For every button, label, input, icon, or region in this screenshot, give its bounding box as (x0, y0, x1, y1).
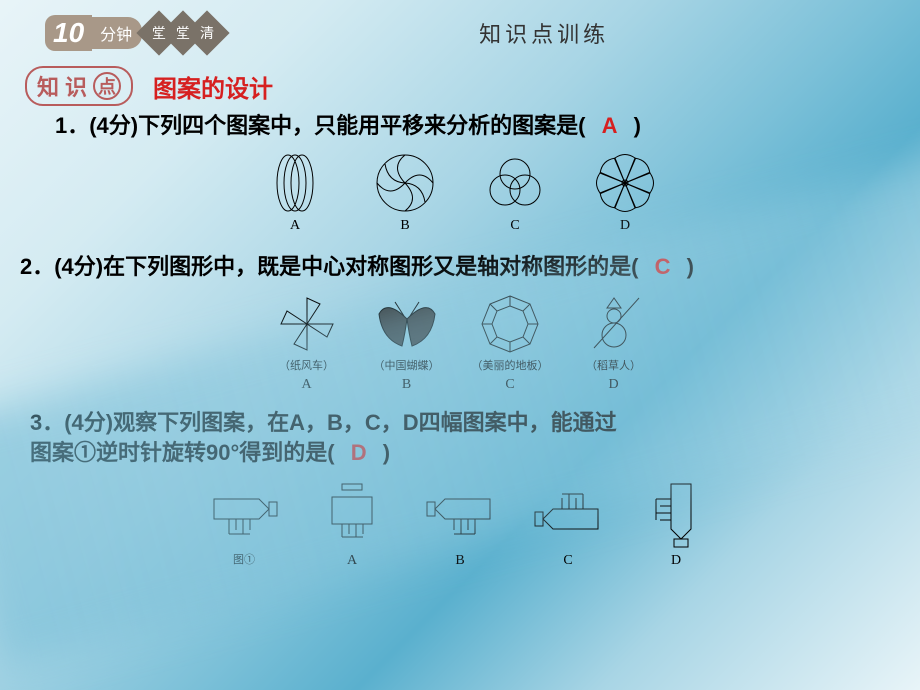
q1-svg-c (480, 152, 550, 214)
kp-char-2: 识 (65, 70, 87, 102)
q1-svg-a (260, 152, 330, 214)
q1-answer: A (592, 113, 628, 138)
q1-svg-d (590, 152, 660, 214)
q1-label-d: D (620, 218, 630, 234)
page-header: 10 分钟 堂 堂 清 知识点训练 (0, 0, 920, 51)
header-title: 知识点训练 (479, 17, 609, 49)
knowledge-point-box: 知 识 点 (25, 66, 133, 106)
q1-svg-b (370, 152, 440, 214)
q1-fig-d: D (590, 152, 660, 234)
q1-fig-b: B (370, 152, 440, 234)
q3-label-b: B (455, 553, 464, 569)
diamond-row: 堂 堂 清 (147, 17, 219, 49)
q1-fig-c: C (480, 152, 550, 234)
q1-fig-a: A (260, 152, 330, 234)
kp-char-1: 知 (37, 70, 59, 102)
question-1: 1．(4分)下列四个图案中，只能用平移来分析的图案是( A ) (55, 111, 890, 142)
minutes-badge: 分钟 (90, 17, 142, 49)
q1-label-b: B (400, 218, 409, 234)
knowledge-point-title: 图案的设计 (153, 69, 273, 104)
q1-text: 1．(4分)下列四个图案中，只能用平移来分析的图案是( (55, 113, 585, 138)
knowledge-point-row: 知 识 点 图案的设计 (25, 66, 920, 106)
q1-text-end: ) (634, 113, 641, 138)
ten-badge: 10 (45, 15, 92, 51)
kp-char-3: 点 (93, 72, 121, 100)
q1-label-a: A (290, 218, 300, 234)
q3-label-d: D (671, 553, 681, 569)
diamond-3: 清 (185, 10, 230, 55)
q1-label-c: C (510, 218, 519, 234)
q3-label-c: C (563, 553, 572, 569)
